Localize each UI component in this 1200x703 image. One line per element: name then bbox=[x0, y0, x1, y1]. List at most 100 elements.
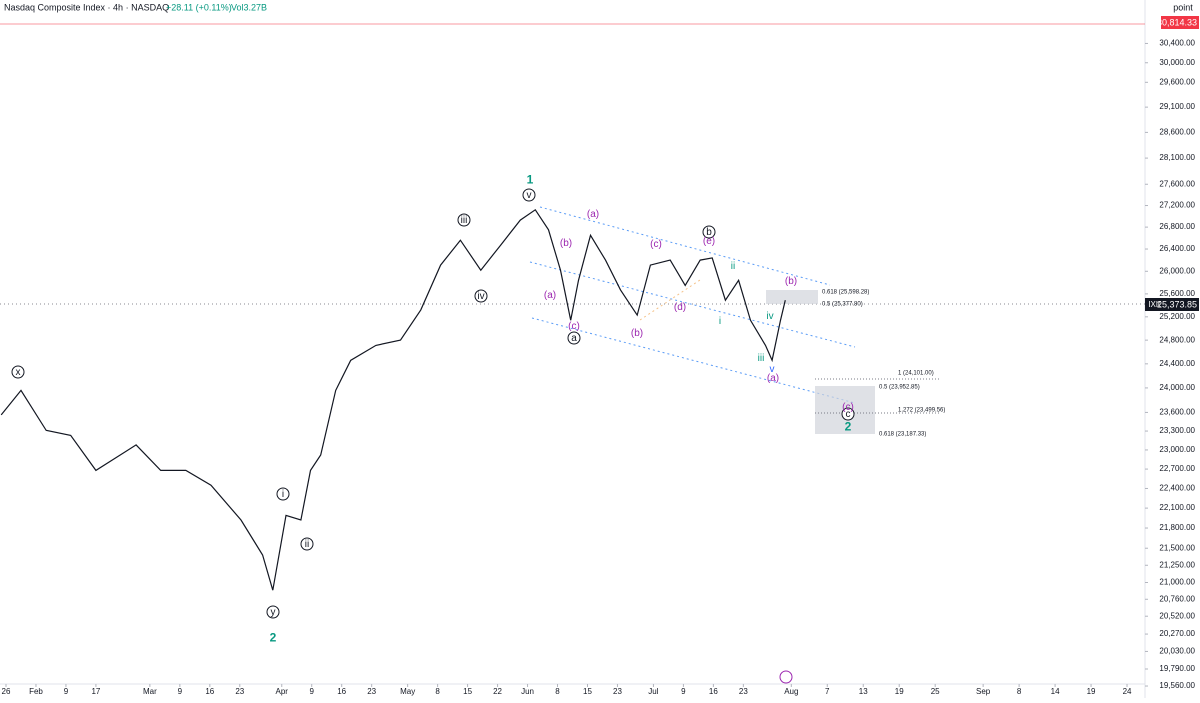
x-tick-label: 15 bbox=[463, 687, 472, 696]
y-tick-label: 26,000.00 bbox=[1159, 266, 1195, 275]
channel-line bbox=[639, 279, 701, 321]
wave-label: a bbox=[571, 333, 577, 344]
fib-label: 0.618 (23,187.33) bbox=[879, 432, 926, 438]
y-tick-label: 20,030.00 bbox=[1159, 647, 1195, 656]
x-tick-label: 8 bbox=[1017, 687, 1022, 696]
y-tick-label: 29,600.00 bbox=[1159, 77, 1195, 86]
wave-circle bbox=[276, 487, 290, 501]
x-tick-label: 8 bbox=[435, 687, 440, 696]
y-tick-label: 26,400.00 bbox=[1159, 244, 1195, 253]
fib-label: 1.272 (23,499.56) bbox=[898, 408, 945, 414]
x-tick-label: 16 bbox=[709, 687, 718, 696]
change-label: +28.11 (+0.11%) bbox=[166, 2, 232, 12]
wave-label: 2 bbox=[270, 631, 277, 645]
y-tick-label: 25,600.00 bbox=[1159, 289, 1195, 298]
last-price-label: 25,373.85 bbox=[1157, 299, 1197, 309]
x-tick-label: May bbox=[400, 687, 415, 696]
x-tick-label: 23 bbox=[367, 687, 376, 696]
x-tick-label: Feb bbox=[29, 687, 43, 696]
y-tick-label: 30,000.00 bbox=[1159, 58, 1195, 67]
wave-circle bbox=[300, 537, 314, 551]
y-tick-label: 21,000.00 bbox=[1159, 578, 1195, 587]
x-tick-label: 16 bbox=[205, 687, 214, 696]
x-tick-label: 14 bbox=[1051, 687, 1060, 696]
axis-unit: point bbox=[1173, 2, 1193, 12]
wave-label: 1 bbox=[527, 173, 534, 187]
y-tick-label: 23,000.00 bbox=[1159, 445, 1195, 454]
x-tick-label: 24 bbox=[1123, 687, 1132, 696]
high-tag bbox=[1161, 16, 1199, 29]
y-tick-label: 21,500.00 bbox=[1159, 543, 1195, 552]
y-tick-label: 24,400.00 bbox=[1159, 359, 1195, 368]
x-tick-label: Jul bbox=[648, 687, 658, 696]
x-tick-label: 9 bbox=[681, 687, 686, 696]
y-tick-label: 28,100.00 bbox=[1159, 153, 1195, 162]
y-tick-label: 29,100.00 bbox=[1159, 102, 1195, 111]
x-tick-label: 9 bbox=[178, 687, 183, 696]
wave-label: (a) bbox=[767, 373, 779, 384]
y-tick-label: 19,560.00 bbox=[1159, 681, 1195, 690]
fib-label: 1 (24,101.00) bbox=[898, 371, 934, 377]
y-tick-label: 25,200.00 bbox=[1159, 312, 1195, 321]
wave-label: (b) bbox=[785, 276, 797, 287]
x-tick-label: 19 bbox=[1087, 687, 1096, 696]
y-tick-label: 23,300.00 bbox=[1159, 426, 1195, 435]
wave-label: i bbox=[282, 489, 284, 500]
y-tick-label: 27,200.00 bbox=[1159, 201, 1195, 210]
wave-label: b bbox=[706, 227, 712, 238]
x-tick-label: 9 bbox=[64, 687, 69, 696]
wave-label: (e) bbox=[703, 236, 715, 247]
last-price-tag bbox=[1161, 298, 1199, 311]
x-tick-label: 13 bbox=[859, 687, 868, 696]
event-icon bbox=[779, 670, 793, 684]
high-label: 30,814.33 bbox=[1157, 17, 1197, 27]
x-tick-label: 25 bbox=[931, 687, 940, 696]
y-tick-label: 22,100.00 bbox=[1159, 503, 1195, 512]
x-tick-label: 8 bbox=[555, 687, 560, 696]
wave-circle bbox=[702, 225, 716, 239]
y-tick-label: 20,270.00 bbox=[1159, 629, 1195, 638]
x-tick-label: 22 bbox=[493, 687, 502, 696]
wave-label: i bbox=[719, 316, 721, 327]
volume-label: Vol3.27B bbox=[231, 2, 267, 12]
wave-label: (c) bbox=[650, 239, 662, 250]
wave-label: iii bbox=[461, 215, 468, 226]
wave-label: (a) bbox=[544, 290, 556, 301]
price-line bbox=[0, 208, 786, 591]
wave-label: (b) bbox=[631, 328, 643, 339]
wave-label: ii bbox=[731, 261, 735, 272]
x-tick-label: 19 bbox=[895, 687, 904, 696]
y-tick-label: 30,400.00 bbox=[1159, 39, 1195, 48]
wave-circle bbox=[266, 605, 280, 619]
wave-label: (d) bbox=[674, 302, 686, 313]
x-tick-label: 23 bbox=[613, 687, 622, 696]
wave-circle bbox=[522, 188, 536, 202]
wave-circle bbox=[457, 213, 471, 227]
x-tick-label: 9 bbox=[310, 687, 315, 696]
wave-circle bbox=[11, 365, 25, 379]
x-tick-label: 26 bbox=[2, 687, 11, 696]
wave-label: iv bbox=[477, 291, 484, 302]
wave-circle bbox=[567, 331, 581, 345]
y-tick-label: 21,250.00 bbox=[1159, 560, 1195, 569]
x-tick-label: Mar bbox=[143, 687, 157, 696]
channel-line bbox=[539, 206, 831, 286]
y-tick-label: 20,760.00 bbox=[1159, 594, 1195, 603]
x-tick-label: 23 bbox=[739, 687, 748, 696]
wave-label: (c) bbox=[842, 402, 854, 413]
channel-line bbox=[529, 261, 856, 348]
y-tick-label: 21,800.00 bbox=[1159, 523, 1195, 532]
wave-label: (a) bbox=[587, 209, 599, 220]
y-tick-label: 26,800.00 bbox=[1159, 222, 1195, 231]
fib-box bbox=[766, 290, 818, 304]
y-tick-label: 23,600.00 bbox=[1159, 408, 1195, 417]
wave-label: x bbox=[16, 367, 21, 378]
symbol-label: IXIC bbox=[1148, 300, 1164, 309]
y-tick-label: 28,600.00 bbox=[1159, 128, 1195, 137]
x-tick-label: 7 bbox=[825, 687, 830, 696]
wave-label: v bbox=[770, 364, 775, 375]
wave-circle bbox=[474, 289, 488, 303]
wave-label: iv bbox=[766, 311, 773, 322]
